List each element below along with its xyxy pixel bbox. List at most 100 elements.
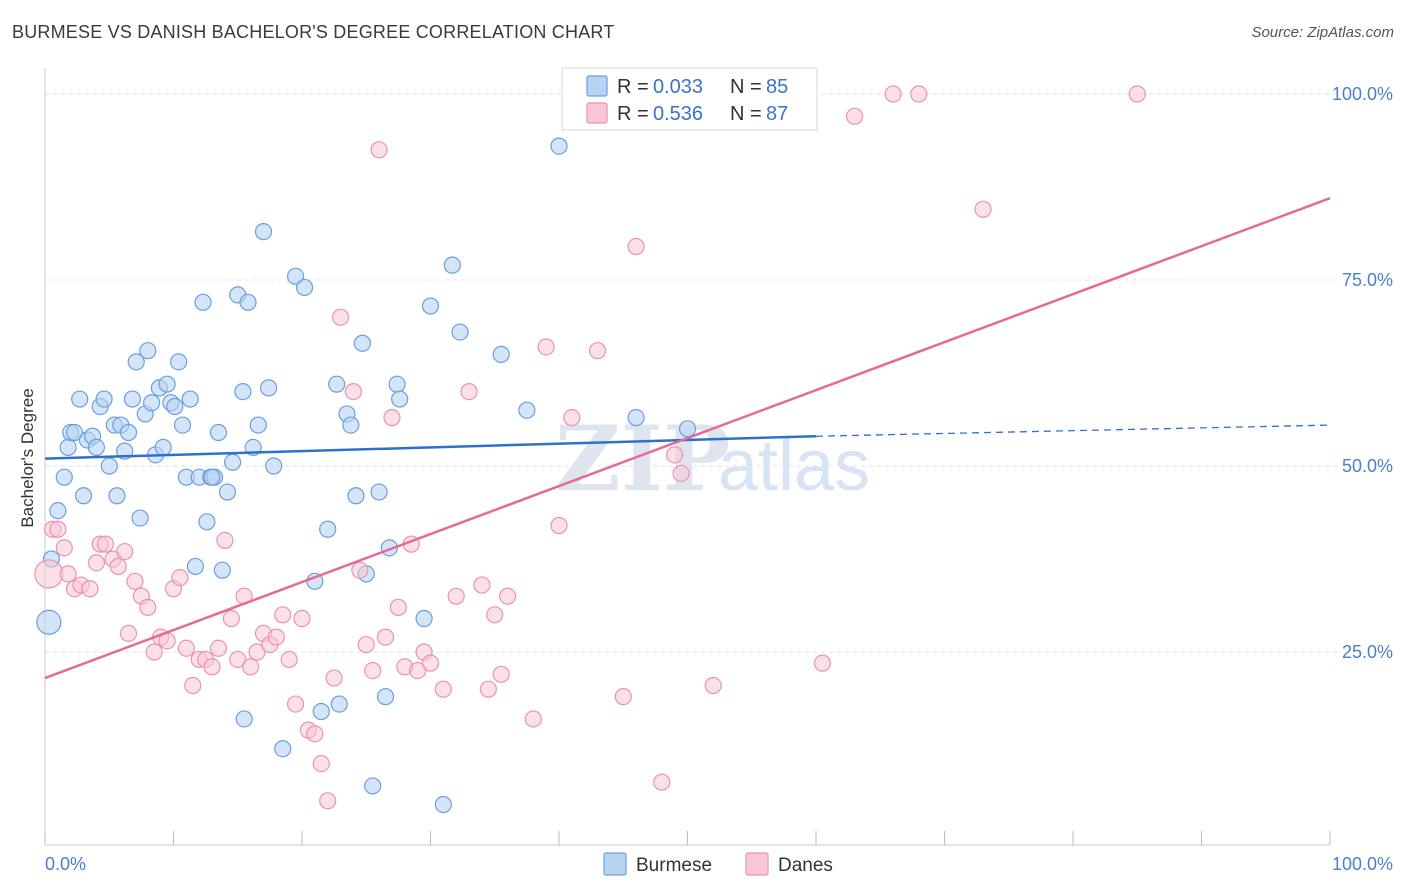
danes-point-65 <box>486 606 504 624</box>
danes-point-41 <box>293 609 311 628</box>
danes-point-8 <box>87 554 106 572</box>
danes-point-39 <box>280 650 298 669</box>
burmese-point-73 <box>415 609 433 628</box>
danes-point-80 <box>813 654 832 672</box>
burmese-point-29 <box>158 375 176 393</box>
bottom-legend-label-burmese: Burmese <box>636 855 712 876</box>
legend-n-label-burmese: N = <box>730 76 762 98</box>
y-tick-label-75: 75.0% <box>1342 270 1393 290</box>
danes-point-38 <box>274 606 292 624</box>
danes-point-43 <box>306 725 324 743</box>
burmese-point-0 <box>36 609 62 635</box>
danes-point-83 <box>910 85 928 103</box>
burmese-point-79 <box>518 401 536 419</box>
danes-point-4 <box>59 565 77 583</box>
burmese-point-81 <box>627 409 645 427</box>
burmese-point-4 <box>59 438 77 457</box>
legend-r-label-danes: R = <box>617 103 649 125</box>
danes-point-62 <box>447 587 465 605</box>
danes-point-54 <box>383 409 401 427</box>
burmese-point-76 <box>443 256 461 274</box>
danes-point-81 <box>845 107 864 125</box>
burmese-point-51 <box>254 223 273 241</box>
axes <box>44 68 1331 846</box>
danes-point-66 <box>492 665 510 683</box>
danes-point-49 <box>351 561 369 579</box>
danes-point-77 <box>672 464 690 483</box>
y-axis-label: Bachelor's Degree <box>18 388 37 527</box>
danes-point-86 <box>479 680 497 698</box>
burmese-point-78 <box>492 345 510 364</box>
burmese-point-64 <box>347 487 365 505</box>
burmese-point-60 <box>328 375 346 393</box>
danes-trend-line <box>44 196 1331 680</box>
danes-point-73 <box>614 688 632 706</box>
danes-point-24 <box>184 676 202 695</box>
burmese-point-52 <box>259 379 278 397</box>
danes-point-27 <box>203 658 221 676</box>
bottom-legend-label-danes: Danes <box>778 855 833 876</box>
burmese-point-61 <box>330 695 348 713</box>
burmese-point-35 <box>181 390 199 408</box>
trend-lines <box>44 196 1331 680</box>
burmese-point-7 <box>71 390 89 408</box>
chart-title: BURMESE VS DANISH BACHELOR'S DEGREE CORR… <box>12 22 615 42</box>
danes-point-84 <box>974 200 992 218</box>
legend-r-value-burmese: 0.033 <box>653 76 703 98</box>
danes-point-70 <box>550 516 568 535</box>
burmese-point-71 <box>388 375 406 393</box>
danes-point-28 <box>209 639 228 657</box>
burmese-point-48 <box>239 293 257 311</box>
bottom-legend-swatch-danes <box>745 852 769 876</box>
legend-swatch-burmese <box>586 75 608 97</box>
danes-point-60 <box>421 654 440 672</box>
burmese-point-32 <box>170 353 188 371</box>
burmese-point-33 <box>173 416 192 434</box>
x-tick-labels: 0.0% 100.0% <box>45 854 1393 874</box>
burmese-point-54 <box>274 740 292 758</box>
danes-point-67 <box>499 587 517 605</box>
burmese-point-67 <box>364 777 382 795</box>
danes-point-74 <box>627 237 645 256</box>
burmese-point-39 <box>198 513 216 531</box>
danes-point-45 <box>319 792 337 810</box>
danes-point-12 <box>109 557 127 576</box>
burmese-point-65 <box>353 334 371 352</box>
danes-points <box>34 85 1146 810</box>
danes-point-15 <box>126 572 144 590</box>
danes-point-30 <box>222 609 240 628</box>
legend-n-value-burmese: 85 <box>766 76 788 98</box>
y-tick-label-25: 25.0% <box>1342 642 1393 662</box>
danes-point-37 <box>267 628 285 646</box>
burmese-point-55 <box>286 267 305 285</box>
burmese-point-72 <box>391 390 409 408</box>
danes-point-48 <box>344 383 362 401</box>
burmese-point-45 <box>224 453 242 471</box>
legend-r-value-danes: 0.536 <box>653 103 703 125</box>
chart-source: Source: ZipAtlas.com <box>1251 24 1394 41</box>
danes-point-46 <box>325 669 343 687</box>
burmese-trend-extension <box>815 424 1331 437</box>
burmese-point-63 <box>342 416 360 434</box>
burmese-point-82 <box>678 420 697 438</box>
danes-point-72 <box>588 342 607 360</box>
burmese-point-24 <box>139 342 157 360</box>
danes-point-75 <box>653 773 671 791</box>
burmese-point-31 <box>166 397 184 416</box>
danes-point-14 <box>119 624 138 643</box>
danes-point-55 <box>389 598 407 616</box>
burmese-point-28 <box>154 438 172 457</box>
burmese-point-14 <box>100 457 118 475</box>
burmese-point-44 <box>218 483 237 501</box>
legend-n-label-danes: N = <box>730 103 762 125</box>
danes-point-50 <box>357 635 375 654</box>
burmese-point-6 <box>65 423 84 442</box>
danes-point-85 <box>1128 85 1146 103</box>
danes-point-69 <box>537 338 555 356</box>
burmese-point-25 <box>143 394 161 412</box>
danes-point-34 <box>248 643 266 661</box>
y-tick-label-50: 50.0% <box>1342 456 1393 476</box>
danes-point-68 <box>524 710 542 728</box>
burmese-point-11 <box>87 438 106 457</box>
